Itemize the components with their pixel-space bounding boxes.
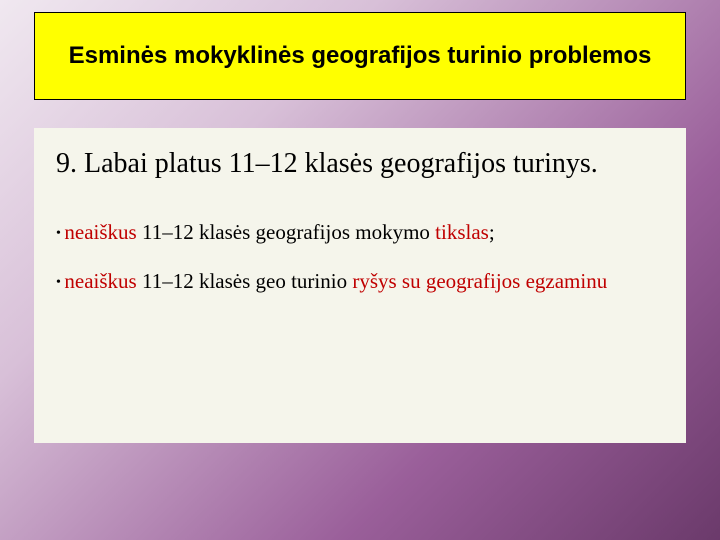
bullet-highlight: tikslas xyxy=(435,220,489,244)
bullet-highlight: neaiškus xyxy=(64,269,136,293)
title-text: Esminės mokyklinės geografijos turinio p… xyxy=(69,41,652,71)
content-box: 9. Labai platus 11–12 klasės geografijos… xyxy=(34,128,686,443)
content-heading: 9. Labai platus 11–12 klasės geografijos… xyxy=(56,146,664,181)
bullet-suffix: ; xyxy=(489,220,495,244)
bullet-item-1: • neaiškus 11–12 klasės geografijos moky… xyxy=(56,219,664,246)
bullet-highlight: neaiškus xyxy=(64,220,136,244)
bullet-item-2: • neaiškus 11–12 klasės geo turinio ryšy… xyxy=(56,268,664,295)
bullet-highlight: ryšys su geografijos egzaminu xyxy=(352,269,607,293)
bullet-text: 11–12 klasės geo turinio xyxy=(137,269,353,293)
bullet-text: 11–12 klasės geografijos mokymo xyxy=(137,220,435,244)
title-box: Esminės mokyklinės geografijos turinio p… xyxy=(34,12,686,100)
